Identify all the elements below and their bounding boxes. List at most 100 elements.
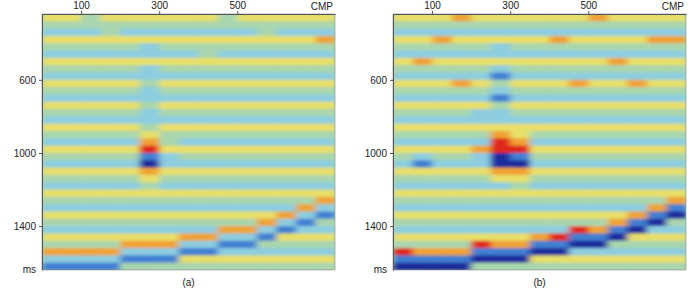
heatmap-cell — [452, 233, 472, 241]
heatmap-cell — [491, 65, 511, 73]
heatmap-cell — [549, 73, 569, 81]
heatmap-cell — [432, 124, 452, 132]
heatmap-cell — [549, 233, 569, 241]
heatmap-cell — [120, 65, 140, 73]
heatmap-cell — [491, 36, 511, 44]
heatmap-cell — [627, 160, 647, 168]
heatmap-cell — [549, 219, 569, 227]
heatmap-cell — [530, 116, 550, 124]
heatmap-cell — [569, 153, 589, 161]
heatmap-cell — [471, 190, 491, 198]
heatmap-cell — [159, 182, 179, 190]
heatmap-cell — [198, 153, 218, 161]
heatmap-cell — [432, 226, 452, 234]
heatmap-cell — [62, 73, 82, 81]
heatmap-cell — [549, 65, 569, 73]
heatmap-cell — [120, 87, 140, 95]
heatmap-cell — [569, 182, 589, 190]
heatmap-cell — [608, 204, 628, 212]
y-tick: 1400 — [365, 221, 393, 232]
heatmap-cell — [627, 58, 647, 66]
heatmap-cell — [276, 219, 296, 227]
heatmap-cell — [393, 182, 413, 190]
heatmap-cell — [140, 131, 160, 139]
heatmap-cell — [530, 190, 550, 198]
heatmap-cell — [257, 109, 277, 117]
heatmap-cell — [315, 124, 335, 132]
heatmap-cell — [198, 204, 218, 212]
heatmap-cell — [471, 109, 491, 117]
heatmap-cell — [159, 160, 179, 168]
heatmap-cell — [569, 255, 589, 263]
heatmap-cell — [81, 43, 101, 51]
heatmap-cell — [549, 160, 569, 168]
heatmap-cell — [296, 211, 316, 219]
heatmap-cell — [42, 197, 62, 205]
heatmap-cell — [140, 102, 160, 110]
heatmap-cell — [452, 182, 472, 190]
heatmap-cell — [101, 190, 121, 198]
heatmap-cell — [140, 182, 160, 190]
heatmap-cell — [608, 102, 628, 110]
heatmap-cell — [393, 124, 413, 132]
heatmap-cell — [530, 124, 550, 132]
heatmap-cell — [647, 211, 667, 219]
heatmap-cell — [452, 58, 472, 66]
heatmap-cell — [627, 94, 647, 102]
heatmap-cell — [159, 65, 179, 73]
heatmap-cell — [471, 226, 491, 234]
heatmap-cell — [179, 175, 199, 183]
heatmap-cell — [159, 153, 179, 161]
heatmap-cell — [432, 109, 452, 117]
heatmap-cell — [588, 80, 608, 88]
heatmap-cell — [608, 160, 628, 168]
heatmap-cell — [140, 116, 160, 124]
heatmap-cell — [647, 146, 667, 154]
heatmap-cell — [296, 124, 316, 132]
heatmap-cell — [218, 116, 238, 124]
y-axis: 60010001400 — [14, 15, 43, 271]
heatmap-cell — [237, 102, 257, 110]
heatmap-cell — [62, 43, 82, 51]
heatmap-cell — [198, 131, 218, 139]
heatmap-cell — [101, 14, 121, 22]
heatmap-cell — [452, 219, 472, 227]
heatmap-cell — [530, 204, 550, 212]
heatmap-cell — [471, 116, 491, 124]
heatmap-cell — [198, 43, 218, 51]
y-tick: 1000 — [14, 148, 42, 159]
heatmap-cell — [393, 241, 413, 249]
heatmap-cell — [179, 21, 199, 29]
heatmap-cell — [627, 109, 647, 117]
heatmap-cell — [101, 248, 121, 256]
heatmap-cell — [588, 102, 608, 110]
heatmap-cell — [393, 233, 413, 241]
heatmap-cell — [42, 255, 62, 263]
heatmap-cell — [666, 182, 686, 190]
y-axis-line — [42, 15, 43, 271]
heatmap-cell — [569, 65, 589, 73]
heatmap-cell — [296, 190, 316, 198]
heatmap-cell — [218, 219, 238, 227]
heatmap-cell — [101, 102, 121, 110]
heatmap-cell — [81, 102, 101, 110]
heatmap-cell — [588, 109, 608, 117]
heatmap-cell — [237, 94, 257, 102]
heatmap-cell — [237, 21, 257, 29]
heatmap-cell — [510, 29, 530, 37]
heatmap-cell — [627, 241, 647, 249]
heatmap-cell — [530, 182, 550, 190]
heatmap-cell — [510, 94, 530, 102]
heatmap-cell — [198, 58, 218, 66]
heatmap-cell — [608, 168, 628, 176]
heatmap-cell — [608, 36, 628, 44]
heatmap-cell — [296, 146, 316, 154]
x-tick: 100 — [424, 0, 441, 14]
heatmap-cell — [237, 226, 257, 234]
heatmap-cell — [549, 80, 569, 88]
heatmap-cell — [237, 124, 257, 132]
heatmap-cell — [101, 168, 121, 176]
heatmap-cell — [432, 182, 452, 190]
heatmap-cell — [62, 146, 82, 154]
heatmap-cell — [198, 175, 218, 183]
